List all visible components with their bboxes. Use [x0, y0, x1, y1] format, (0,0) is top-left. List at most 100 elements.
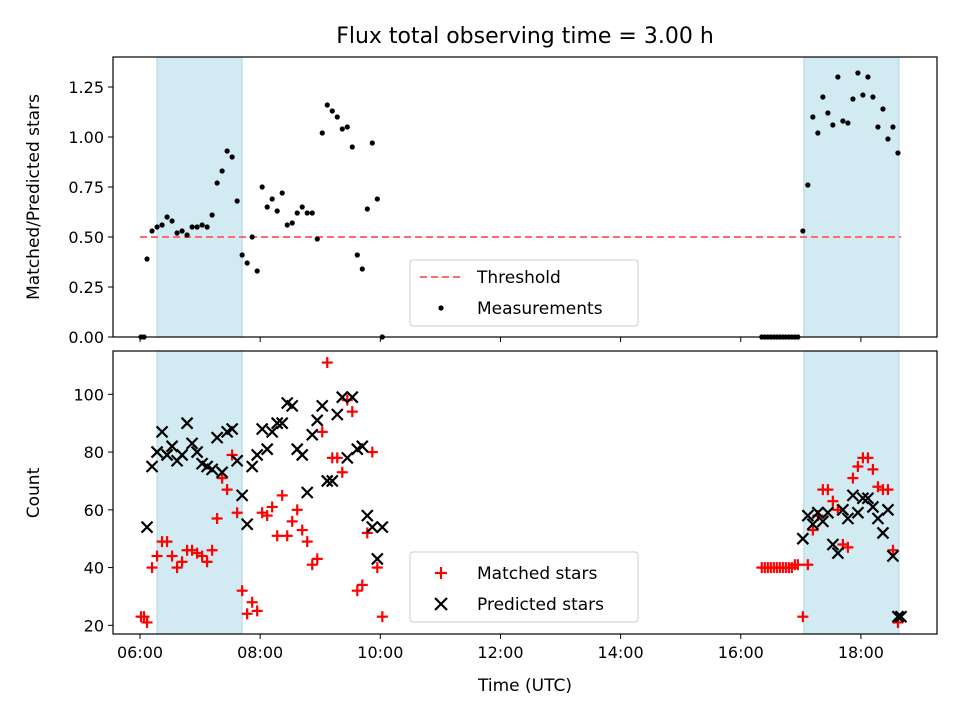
- predicted-star-point: [145, 460, 159, 473]
- predicted-star-point: [150, 445, 164, 459]
- measurement-point: [259, 184, 265, 190]
- measurement-point: [890, 124, 896, 130]
- predicted-star-point: [336, 390, 349, 404]
- measurement-point: [825, 110, 831, 116]
- measurement-point: [344, 124, 350, 130]
- matched-star-point: [311, 553, 323, 565]
- matched-star-point: [271, 530, 283, 542]
- measurement-point: [374, 196, 380, 202]
- legend-box-bottom: [409, 551, 639, 623]
- measurement-point: [284, 222, 290, 228]
- predicted-star-point: [881, 503, 895, 517]
- predicted-star-point: [270, 416, 284, 430]
- matched-star-point: [151, 550, 163, 562]
- matched-star-point: [201, 556, 213, 568]
- predicted-star-point: [846, 489, 860, 502]
- y-tick-label: 0.50: [68, 228, 104, 247]
- measurement-point: [189, 224, 195, 230]
- matched-star-point: [146, 562, 158, 574]
- predicted-star-point: [831, 546, 845, 560]
- legend-box-top: [409, 259, 639, 327]
- predicted-star-point: [260, 442, 274, 456]
- measurement-point: [865, 74, 871, 80]
- matched-star-point: [316, 426, 328, 438]
- chart-title: Flux total observing time = 3.00 h: [336, 24, 714, 49]
- measurement-point: [274, 208, 280, 214]
- matched-star-point: [216, 472, 228, 484]
- measurement-point: [855, 70, 861, 76]
- predicted-star-point: [240, 517, 254, 531]
- measurement-point: [179, 228, 185, 234]
- measurement-point: [369, 140, 375, 146]
- matched-star-point: [266, 501, 278, 513]
- predicted-star-point: [210, 431, 224, 444]
- matched-star-point: [882, 484, 894, 496]
- matched-star-point: [206, 544, 218, 556]
- matched-star-point: [251, 605, 263, 617]
- predicted-star-point: [366, 520, 379, 534]
- predicted-star-point: [821, 506, 835, 519]
- xlabel: Time (UTC): [477, 676, 572, 696]
- measurement-point: [324, 102, 330, 108]
- predicted-star-point: [876, 526, 890, 540]
- predicted-star-point: [356, 440, 369, 453]
- measurement-point: [314, 236, 320, 242]
- matched-star-point: [792, 559, 804, 571]
- predicted-star-point: [894, 610, 908, 623]
- measurement-point: [845, 120, 851, 126]
- predicted-star-point: [886, 549, 900, 563]
- measurement-point: [354, 252, 360, 258]
- predicted-star-point: [871, 512, 885, 525]
- predicted-star-point: [361, 509, 374, 522]
- matched-star-point: [196, 550, 208, 562]
- matched-star-point: [171, 562, 183, 574]
- panel-top: 0.00 0.25 0.50 0.75 1.00 1.25 Matched/Predict…: [24, 56, 938, 347]
- measurement-point: [194, 224, 200, 230]
- predicted-star-point: [346, 390, 359, 404]
- measurement-point: [264, 204, 270, 210]
- predicted-star-point: [371, 552, 384, 566]
- matched-star-point: [166, 550, 178, 562]
- x-tick-label: 10:00: [357, 643, 403, 662]
- predicted-star-point: [155, 425, 169, 439]
- measurement-point: [349, 144, 355, 150]
- predicted-star-point: [305, 428, 319, 442]
- measurement-point: [875, 124, 881, 130]
- measurement-point: [174, 230, 180, 236]
- predicted-star-point: [180, 416, 194, 430]
- measurement-point: [815, 130, 821, 136]
- y-tick-label: 100: [73, 385, 104, 404]
- predicted-star-point: [341, 451, 354, 465]
- measurement-point: [239, 252, 245, 258]
- matched-star-point: [847, 472, 859, 484]
- predicted-star-point: [205, 463, 219, 476]
- y-tick-label: 1.00: [68, 128, 104, 147]
- predicted-star-point: [275, 416, 289, 430]
- predicted-star-point: [376, 520, 389, 534]
- measurement-point: [860, 92, 866, 98]
- measurement-point: [164, 214, 170, 220]
- matched-star-point: [138, 611, 150, 623]
- x-tick-label: 18:00: [838, 643, 884, 662]
- x-tick-label: 06:00: [117, 643, 163, 662]
- predicted-star-point: [836, 503, 850, 517]
- matched-star-point: [291, 504, 303, 516]
- predicted-star-point: [190, 445, 204, 459]
- measurement-point: [224, 148, 230, 154]
- predicted-star-point: [811, 506, 825, 519]
- measurement-point: [244, 260, 250, 266]
- measurement-point: [144, 256, 150, 262]
- measurement-point: [299, 204, 305, 210]
- matched-star-point: [356, 579, 368, 591]
- predicted-star-point: [310, 414, 324, 427]
- measurement-point: [800, 228, 806, 234]
- matched-star-point: [276, 489, 288, 501]
- matched-star-point: [862, 452, 874, 464]
- measurement-point: [204, 224, 210, 230]
- matched-star-point: [301, 536, 313, 548]
- measurement-point: [309, 210, 315, 216]
- matched-star-point: [371, 562, 383, 574]
- measurement-point: [214, 180, 220, 186]
- measurement-point: [249, 234, 255, 240]
